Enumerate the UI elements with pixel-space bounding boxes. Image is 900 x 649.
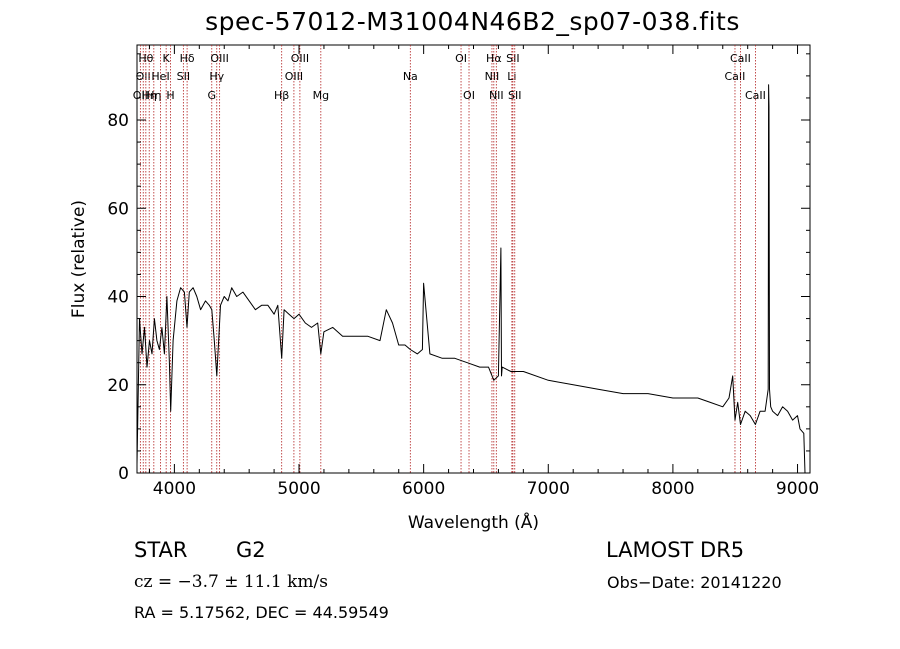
y-tick-label: 60 [107, 199, 129, 219]
line-marker-label: Hα [486, 52, 502, 65]
spectrum-series-0 [136, 84, 806, 474]
line-marker-label: K [163, 52, 171, 65]
y-axis-label: Flux (relative) [69, 200, 89, 318]
line-marker-label: Hδ [180, 52, 195, 65]
line-marker-label: Hη [146, 89, 161, 102]
x-tick-label: 5000 [277, 479, 320, 499]
y-tick-label: 20 [107, 376, 129, 396]
line-marker-label: Mg [313, 89, 329, 102]
line-marker-label: OIII [210, 52, 228, 65]
line-marker-label: Na [403, 70, 418, 83]
y-tick-label: 0 [118, 464, 129, 484]
line-marker-label: OII [133, 89, 148, 102]
line-marker-label: CaII [745, 89, 766, 102]
x-tick-label: 8000 [651, 479, 694, 499]
line-marker-label: H [166, 89, 174, 102]
y-tick-label: 80 [107, 111, 129, 131]
line-marker-label: SII [177, 70, 190, 83]
y-tick-label: 40 [107, 288, 129, 308]
line-marker-label: OI [463, 89, 475, 102]
line-marker-label: NII [489, 89, 504, 102]
line-marker-label: Hθ [138, 52, 153, 65]
plot-frame [136, 44, 811, 474]
line-marker-label: OI [455, 52, 467, 65]
line-marker-label: OIII [285, 70, 303, 83]
line-marker-label: OIII [291, 52, 309, 65]
line-marker-label: Li [507, 70, 516, 83]
obs-date-label: Obs−Date: 20141220 [607, 573, 782, 592]
x-axis-label: Wavelength (Å) [408, 511, 539, 533]
velocity-readout: cz = −3.7 ± 11.1 km/s [134, 572, 328, 592]
object-class-label: STAR [134, 538, 188, 562]
line-marker-label: Hγ [209, 70, 224, 83]
line-marker-label: Hη [142, 89, 157, 102]
line-marker-label: HeI [151, 70, 169, 83]
line-marker-label: CaII [725, 70, 746, 83]
x-tick-label: 9000 [776, 479, 819, 499]
line-marker-label: OII [136, 70, 151, 83]
subclass-label: G2 [236, 538, 266, 562]
survey-label: LAMOST DR5 [606, 538, 745, 562]
line-marker-label: NII [485, 70, 500, 83]
chart-title: spec-57012-M31004N46B2_sp07-038.fits [205, 7, 740, 36]
x-tick-label: 4000 [153, 479, 196, 499]
x-tick-label: 7000 [527, 479, 570, 499]
line-marker-label: SII [508, 89, 521, 102]
coordinates-readout: RA = 5.17562, DEC = 44.59549 [134, 603, 389, 622]
line-marker-label: Hβ [274, 89, 289, 102]
line-marker-label: SII [506, 52, 519, 65]
line-marker-label: CaII [730, 52, 751, 65]
line-marker-label: G [208, 89, 217, 102]
x-tick-label: 6000 [402, 479, 445, 499]
